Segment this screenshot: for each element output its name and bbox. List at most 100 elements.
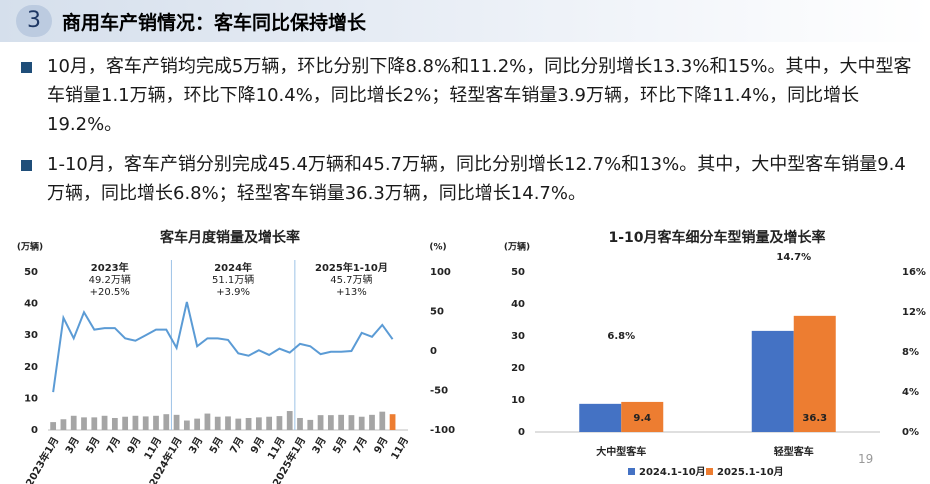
bar xyxy=(111,417,118,430)
bar xyxy=(70,415,77,430)
bar xyxy=(81,417,87,430)
growth-point xyxy=(792,283,796,287)
bar xyxy=(793,315,836,432)
legend-swatch xyxy=(706,468,713,475)
x-tick-label: 7月 xyxy=(351,435,370,456)
page-number: 19 xyxy=(858,452,874,466)
y-tick-label: 20 xyxy=(511,363,525,374)
bar xyxy=(194,418,201,430)
chart-title: 1-10月客车细分车型销量及增长率 xyxy=(608,229,825,246)
y-tick-label: 0 xyxy=(31,425,38,436)
bar xyxy=(204,413,211,430)
x-tick-label: 11月 xyxy=(265,435,287,462)
header-bar: 3 商用车产销情况：客车同比保持增长 xyxy=(0,0,930,42)
x-tick-label: 5月 xyxy=(330,435,349,456)
x-tick-label: 9月 xyxy=(125,435,144,456)
y-tick-label: 10 xyxy=(24,393,38,404)
bar xyxy=(91,417,98,430)
annotation: 2023年 xyxy=(91,261,129,274)
y-tick-label: 10 xyxy=(511,395,525,406)
bar xyxy=(60,419,67,430)
bar xyxy=(245,417,252,430)
annotation: +3.9% xyxy=(216,287,250,298)
x-tick-label: 9月 xyxy=(372,435,391,456)
growth-label: 6.8% xyxy=(607,331,635,342)
bar xyxy=(132,415,139,430)
y-axis-label: (万辆) xyxy=(17,241,43,253)
y-axis-label: (万辆) xyxy=(504,241,530,253)
bar-label: 36.3 xyxy=(802,413,827,424)
chart-title: 客车月度销量及增长率 xyxy=(159,229,300,246)
annotation: 49.2万辆 xyxy=(89,273,131,286)
y2-tick-label: 4% xyxy=(902,387,919,398)
bar xyxy=(297,417,303,430)
y2-tick-label: 100 xyxy=(430,267,451,278)
y-tick-label: 30 xyxy=(511,331,525,342)
x-tick-label: 11月 xyxy=(142,435,164,462)
bullet: 1-10月，客车产销分别完成45.4万辆和45.7万辆，同比分别增长12.7%和… xyxy=(21,150,917,208)
x-tick-label: 9月 xyxy=(248,435,267,456)
growth-label: 14.7% xyxy=(776,252,811,263)
bar xyxy=(142,416,149,430)
y2-tick-label: 12% xyxy=(902,307,926,318)
x-tick-label: 7月 xyxy=(228,435,247,456)
y2-tick-label: 16% xyxy=(902,267,926,278)
annotation: 51.1万辆 xyxy=(212,273,254,286)
y-tick-label: 40 xyxy=(511,299,525,310)
bar xyxy=(579,403,622,432)
x-tick-label: 5月 xyxy=(84,435,103,456)
x-tick-label: 7月 xyxy=(104,435,123,456)
y-tick-label: 50 xyxy=(24,267,38,278)
bar xyxy=(163,414,170,430)
line xyxy=(52,301,394,393)
bar xyxy=(255,417,262,430)
x-tick-label: 大中型客车 xyxy=(596,445,646,458)
bar xyxy=(621,401,664,432)
bar xyxy=(327,415,334,430)
y2-tick-label: -100 xyxy=(430,425,455,436)
bar xyxy=(307,419,314,430)
slide-title: 商用车产销情况：客车同比保持增长 xyxy=(62,12,367,34)
y-tick-label: 0 xyxy=(518,427,525,438)
bar xyxy=(348,415,355,430)
y2-tick-label: 8% xyxy=(902,347,919,358)
x-tick-label: 3月 xyxy=(63,435,82,456)
bar xyxy=(50,422,57,430)
x-tick-label: 3月 xyxy=(186,435,205,456)
bar xyxy=(338,414,345,430)
bar xyxy=(317,415,324,430)
bullet: 10月，客车产销均完成5万辆，环比分别下降8.8%和11.2%，同比分别增长13… xyxy=(21,52,917,139)
bar xyxy=(101,415,108,430)
y-tick-label: 40 xyxy=(24,299,38,310)
bar xyxy=(358,416,365,430)
x-tick-label: 轻型客车 xyxy=(774,445,814,458)
y2-tick-label: 50 xyxy=(430,307,444,318)
bar xyxy=(225,416,231,430)
growth-point xyxy=(619,362,623,366)
legend-swatch xyxy=(628,468,635,475)
x-tick-label: 5月 xyxy=(207,435,226,456)
bar xyxy=(379,411,386,430)
annotation: 45.7万辆 xyxy=(330,273,372,286)
bar xyxy=(173,414,180,430)
annotation: 2024年 xyxy=(214,261,252,274)
y2-tick-label: 0 xyxy=(430,346,437,357)
y2-tick-label: -50 xyxy=(430,386,448,397)
bar xyxy=(276,416,283,430)
bar xyxy=(369,414,375,430)
annotation: +13% xyxy=(336,287,367,298)
bar xyxy=(153,415,159,430)
y2-axis-label: (%) xyxy=(429,243,446,253)
bar xyxy=(266,416,273,430)
y2-tick-label: 0% xyxy=(902,427,919,438)
bar xyxy=(389,414,396,430)
bar xyxy=(122,416,129,430)
bar xyxy=(183,420,190,430)
annotation: +20.5% xyxy=(90,287,130,298)
x-tick-label: 2023年1月 xyxy=(23,435,62,484)
x-tick-label: 11月 xyxy=(389,435,411,462)
legend-label: 2025.1-10月 xyxy=(717,466,784,478)
bar xyxy=(286,411,293,430)
